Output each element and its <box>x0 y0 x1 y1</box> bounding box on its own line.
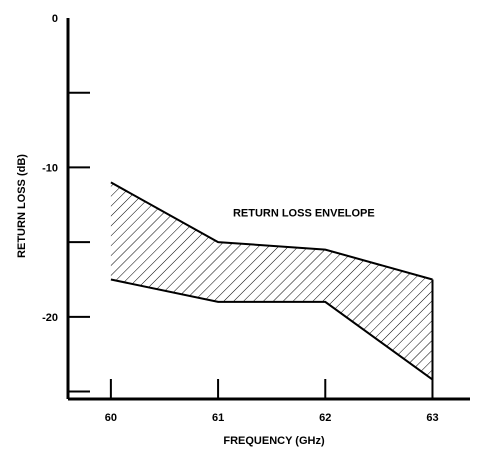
return-loss-envelope-area <box>110 182 433 380</box>
y-axis-ticks: 0 -10 -20 <box>42 13 90 393</box>
y-tick-label: 0 <box>52 13 58 25</box>
y-axis-title: RETURN LOSS (dB) <box>16 154 28 258</box>
x-tick-label: 62 <box>319 412 331 424</box>
x-tick-label: 60 <box>105 412 117 424</box>
x-tick-label: 63 <box>426 412 438 424</box>
envelope-annotation: RETURN LOSS ENVELOPE <box>233 208 375 220</box>
y-tick-label: -20 <box>42 312 58 324</box>
x-axis-ticks: 60 61 62 63 <box>105 379 439 424</box>
envelope-upper-line <box>110 181 433 281</box>
y-tick-label: -10 <box>42 162 58 174</box>
envelope-lower-line <box>110 278 434 381</box>
x-axis-title: FREQUENCY (GHz) <box>223 435 325 447</box>
x-tick-label: 61 <box>212 412 224 424</box>
